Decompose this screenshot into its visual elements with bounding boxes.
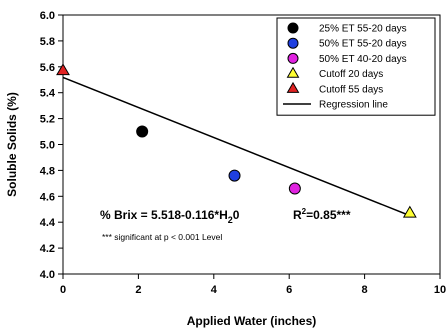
x-tick-label: 2 — [135, 284, 141, 296]
equation-subscript: 2 — [228, 215, 233, 225]
x-axis-ticks: 0 2 4 6 8 10 — [60, 274, 446, 296]
legend-label-4: Cutoff 20 days — [319, 69, 383, 80]
legend-marker-4 — [286, 66, 300, 78]
x-tick-label: 4 — [211, 284, 218, 296]
y-tick-label: 4.2 — [40, 243, 55, 255]
y-tick-label: 5.6 — [40, 62, 55, 74]
legend-marker-3 — [287, 52, 299, 64]
r-squared-label: R2=0.85*** — [293, 207, 351, 222]
legend-label-5: Cutoff 55 days — [319, 84, 383, 95]
r2-suffix: =0.85*** — [306, 208, 351, 222]
equation-prefix: % Brix = 5.518-0.116*H — [100, 208, 228, 222]
legend-label-2: 50% ET 55-20 days — [319, 39, 407, 50]
regression-line — [62, 76, 411, 217]
data-point-series-5 — [56, 63, 70, 76]
y-tick-label: 5.0 — [40, 140, 55, 152]
x-axis-label: Applied Water (inches) — [187, 314, 317, 328]
regression-group — [62, 76, 411, 217]
data-point-series-4 — [402, 205, 417, 218]
x-tick-label: 0 — [60, 284, 66, 296]
equation-suffix: 0 — [233, 208, 240, 222]
data-point-series-1 — [136, 125, 149, 138]
r2-superscript: 2 — [302, 207, 307, 216]
legend-label-3: 50% ET 40-20 days — [319, 54, 407, 65]
y-tick-label: 4.4 — [40, 217, 56, 229]
data-points — [56, 63, 417, 218]
legend-marker-1 — [287, 22, 299, 34]
y-tick-label: 5.2 — [40, 114, 55, 126]
significance-note: *** significant at p < 0.001 Level — [102, 232, 222, 242]
y-axis-ticks: 4.0 4.2 4.4 4.6 4.8 5.0 5.2 5.4 5.6 5.8 6.0 — [40, 10, 63, 281]
legend-label-regression: Regression line — [319, 100, 388, 111]
x-tick-label: 6 — [286, 284, 292, 296]
data-point-series-2 — [228, 169, 241, 182]
x-tick-label: 8 — [362, 284, 368, 296]
y-axis-label: Soluble Solids (%) — [5, 92, 19, 197]
y-tick-label: 4.8 — [40, 165, 55, 177]
legend: 25% ET 55-20 days 50% ET 55-20 days 50% ET… — [276, 17, 436, 116]
legend-box — [276, 17, 436, 116]
y-tick-label: 4.6 — [40, 191, 55, 203]
y-tick-label: 5.8 — [40, 36, 55, 48]
r2-prefix: R — [293, 208, 302, 222]
y-tick-label: 4.0 — [40, 269, 55, 281]
regression-equation: % Brix = 5.518-0.116*H20 — [100, 208, 240, 225]
y-tick-label: 5.4 — [40, 88, 56, 100]
legend-label-1: 25% ET 55-20 days — [319, 24, 407, 35]
data-point-series-3 — [288, 182, 301, 195]
legend-marker-5 — [286, 81, 300, 93]
y-tick-label: 6.0 — [40, 10, 55, 22]
x-tick-label: 10 — [434, 284, 446, 296]
legend-marker-2 — [287, 37, 299, 49]
